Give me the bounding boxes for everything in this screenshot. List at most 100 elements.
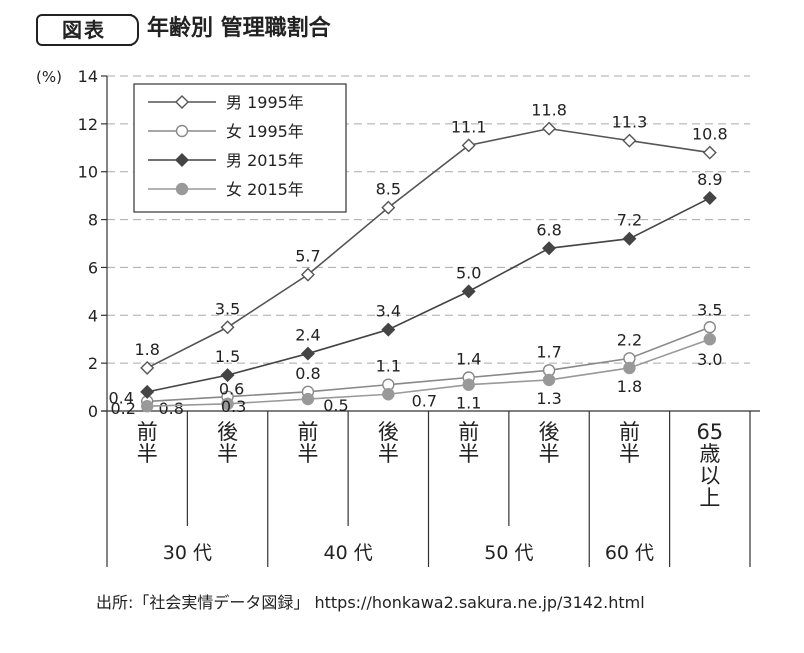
source-citation: 出所:「社会実情データ図録」 https://honkawa2.sakura.n… <box>96 593 645 612</box>
data-label: 8.9 <box>697 170 722 189</box>
y-unit-label: (%) <box>36 68 62 86</box>
data-point <box>301 392 315 406</box>
x-tick-label: 後 <box>539 420 560 444</box>
data-point <box>461 138 476 153</box>
data-point <box>140 384 155 399</box>
data-label: 5.7 <box>295 247 320 266</box>
series-line <box>147 338 711 408</box>
data-label: 0.2 <box>110 399 135 418</box>
data-label: 0.3 <box>221 397 246 416</box>
data-label: 0.8 <box>158 399 183 418</box>
legend-marker <box>175 124 189 138</box>
legend-item: 男 2015年 <box>148 151 304 170</box>
y-tick-label: 2 <box>88 354 98 373</box>
data-label: 3.5 <box>215 299 240 318</box>
data-label: 0.7 <box>412 391 437 410</box>
data-point <box>300 346 315 361</box>
data-label: 2.4 <box>295 326 320 345</box>
data-label: 1.1 <box>376 357 401 376</box>
y-tick-label: 10 <box>78 163 98 182</box>
legend-label: 女 1995年 <box>226 122 304 141</box>
y-tick-label: 4 <box>88 306 98 325</box>
x-tick-label: 上 <box>699 486 720 510</box>
data-label: 1.4 <box>456 350 481 369</box>
data-label: 11.3 <box>612 113 648 132</box>
x-group-label: 60 代 <box>605 542 654 564</box>
chart-title: 年齢別 管理職割合 <box>147 16 331 41</box>
data-point <box>220 368 235 383</box>
legend-label: 男 2015年 <box>226 151 304 170</box>
legend-label: 女 2015年 <box>226 180 304 199</box>
x-group-label: 50 代 <box>484 542 533 564</box>
data-label: 0.6 <box>219 380 244 399</box>
data-point <box>220 320 235 335</box>
x-tick-label: 歳 <box>699 442 720 466</box>
x-tick-label: 後 <box>217 420 238 444</box>
x-group-label: 30 代 <box>163 542 212 564</box>
data-label: 2.2 <box>617 330 642 349</box>
data-point <box>623 361 636 375</box>
legend-item: 女 1995年 <box>148 122 304 141</box>
figure-header: 図表 年齢別 管理職割合 <box>0 0 804 50</box>
data-point <box>703 333 717 346</box>
x-group-label: 40 代 <box>324 542 373 564</box>
x-tick-label: 半 <box>217 442 238 466</box>
data-point <box>462 378 475 391</box>
y-axis: 0 2 4 6 8 10 12 14 (%) <box>36 67 108 421</box>
data-label: 10.8 <box>692 125 728 144</box>
data-point <box>702 191 717 206</box>
data-label: 1.8 <box>617 377 642 396</box>
legend-marker <box>175 153 189 167</box>
series-4: 0.2 0.3 0.5 0.7 1.1 1.3 1.8 3.0 <box>110 333 723 418</box>
series-1: 1.8 3.5 5.7 8.5 11.1 11.8 11.3 10.8 <box>134 101 728 375</box>
legend-marker <box>175 182 189 196</box>
x-tick-label: 前 <box>619 420 640 444</box>
data-label: 5.0 <box>456 263 481 282</box>
x-tick-label: 65 <box>696 420 723 444</box>
data-point <box>381 200 396 215</box>
data-label: 8.5 <box>376 180 401 199</box>
series-line <box>146 127 710 369</box>
data-label: 0.4 <box>108 388 133 407</box>
data-label: 1.8 <box>134 340 159 359</box>
legend-box <box>133 83 347 213</box>
x-tick-label: 後 <box>378 420 399 444</box>
data-label: 0.8 <box>295 364 320 383</box>
data-point <box>382 388 395 401</box>
data-point <box>622 231 637 246</box>
data-point <box>381 322 396 337</box>
data-label: 3.4 <box>376 302 401 321</box>
data-label: 3.0 <box>697 350 722 369</box>
y-tick-label: 12 <box>78 115 98 134</box>
x-tick-label: 半 <box>297 442 318 466</box>
x-tick-label: 前 <box>458 420 479 444</box>
data-point <box>140 360 155 375</box>
data-label: 1.7 <box>536 342 561 361</box>
data-point <box>140 400 154 413</box>
y-tick-label: 8 <box>88 211 98 230</box>
data-label: 0.5 <box>323 396 348 415</box>
x-tick-label: 半 <box>378 442 399 466</box>
legend-marker <box>175 95 189 109</box>
series-3: 0.8 1.5 2.4 3.4 5.0 6.8 7.2 8.9 <box>140 170 723 418</box>
data-point <box>703 321 717 334</box>
x-tick-label: 以 <box>699 464 720 488</box>
x-tick-label: 半 <box>539 442 560 466</box>
data-label: 1.1 <box>456 394 481 413</box>
data-point <box>300 267 315 282</box>
data-point <box>542 373 556 387</box>
data-label: 11.1 <box>451 117 487 136</box>
y-tick-label: 14 <box>78 67 98 86</box>
data-point <box>702 145 717 160</box>
x-tick-label: 前 <box>137 420 158 444</box>
y-tick-label: 6 <box>88 258 98 277</box>
data-label: 1.3 <box>536 389 561 408</box>
data-point <box>542 121 557 136</box>
legend-item: 男 1995年 <box>148 93 304 112</box>
series-line <box>147 197 711 393</box>
data-point <box>461 284 476 299</box>
data-label: 6.8 <box>536 220 561 239</box>
data-label: 3.5 <box>697 300 722 319</box>
